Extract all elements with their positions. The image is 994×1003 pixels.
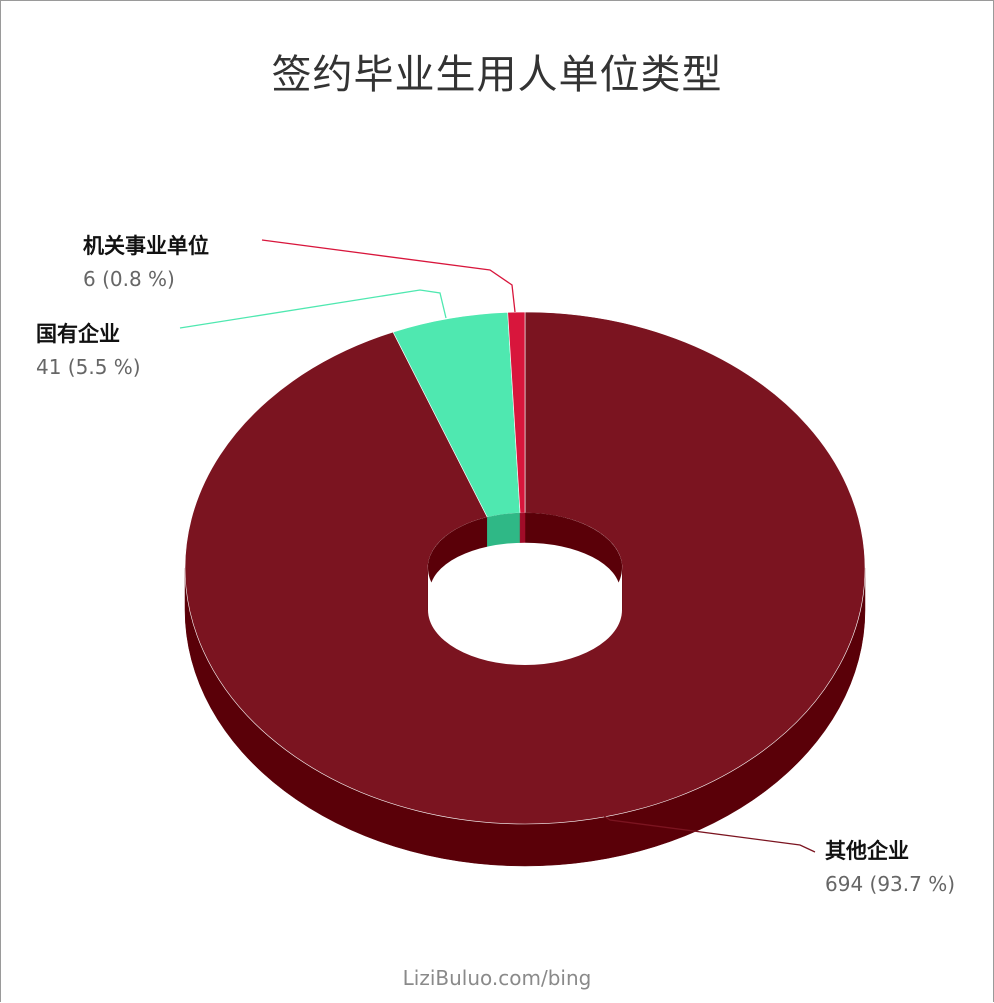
watermark: LiziBuluo.com/bing — [402, 966, 592, 990]
connector-line-2 — [261, 239, 516, 313]
label-name-2: 机关事业单位 — [83, 234, 209, 258]
label-value-0: 694 (93.7 %) — [825, 872, 955, 896]
donut-hole-opening — [429, 542, 621, 640]
chart-title: 签约毕业生用人单位类型 — [271, 52, 723, 98]
connector-line-1 — [179, 289, 447, 329]
label-name-1: 国有企业 — [36, 322, 120, 346]
connector-line-0 — [597, 811, 816, 853]
label-value-2: 6 (0.8 %) — [83, 267, 175, 291]
donut-hole-floor — [428, 568, 622, 665]
label-value-1: 41 (5.5 %) — [36, 355, 141, 379]
label-name-0: 其他企业 — [825, 839, 909, 863]
